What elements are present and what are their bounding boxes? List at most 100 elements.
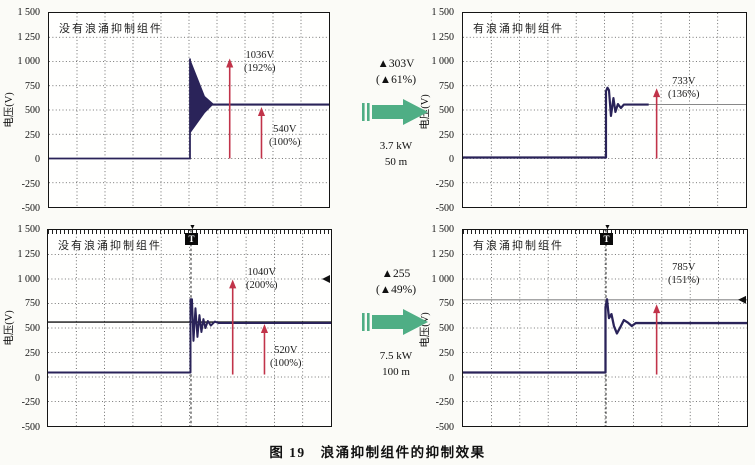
y-tick-label: 0: [449, 154, 454, 165]
y-tick-label: 1 500: [431, 224, 455, 235]
annotation-peak-value: 785V: [672, 262, 696, 273]
edge-cursor-arrow-icon: [322, 275, 331, 283]
y-tick-label: -500: [21, 422, 40, 433]
chart-no-suppressor-bottom: 没有浪涌抑制组件 ▼ T 1040V (200%) 520V (100%): [47, 224, 332, 427]
annotation-peak: 785V (151%): [668, 261, 700, 287]
y-tick-label: -250: [435, 397, 454, 409]
delta-text: ▲255 (▲49%): [330, 266, 462, 298]
y-axis-ticks: 1 500 1 250 1 000 750 500 250 0 -250 -500: [414, 224, 458, 433]
y-tick-label: 500: [439, 323, 454, 334]
annotation-peak-value: 1040V: [247, 267, 277, 278]
trace: [463, 298, 747, 374]
y-tick-label: 1 250: [17, 248, 41, 260]
y-axis-ticks: 1 500 1 250 1 000 750 500 250 0 -250 -500: [414, 7, 458, 214]
trace: [48, 298, 331, 374]
y-tick-label: 500: [439, 105, 454, 116]
y-tick-label: 0: [35, 154, 40, 165]
y-tick-label: 1 250: [431, 248, 455, 260]
annotation-steady-percent: (100%): [270, 358, 302, 370]
y-tick-label: 250: [25, 129, 40, 141]
trigger-marker: T: [185, 233, 198, 245]
delta-value: ▲255: [381, 268, 411, 280]
green-arrow-icon: [330, 307, 462, 342]
measure-arrow-peak: [229, 279, 237, 375]
top-ruler-ticks: [48, 230, 331, 234]
measure-arrow-peak: [226, 58, 234, 159]
y-tick-label: 250: [439, 347, 454, 359]
y-tick-label: 1 000: [431, 273, 455, 285]
chart-title: 有浪涌抑制组件: [473, 240, 564, 252]
delta-value: ▲303V: [377, 58, 415, 70]
chart-no-suppressor-top: 没有浪涌抑制组件 1036V (192%) 540V (100%): [48, 12, 330, 208]
chart-with-suppressor-bottom: 有浪涌抑制组件 ▼ T 785V (151%): [462, 224, 748, 427]
cable-length: 50 m: [384, 156, 408, 169]
y-tick-label: 500: [25, 323, 40, 334]
annotation-peak: 1036V (192%): [244, 49, 276, 75]
measure-arrow-steady: [260, 324, 269, 375]
transition-block-bottom: ▲255 (▲49%) 7.5 kW 100 m: [330, 266, 462, 381]
power-value: 7.5 kW: [379, 350, 413, 363]
green-arrow-icon: [330, 97, 462, 132]
trigger-down-arrow-icon: ▼: [604, 223, 611, 231]
y-axis-ticks: 1 500 1 250 1 000 750 500 250 0 -250 -500: [0, 7, 44, 214]
top-ruler-ticks: [463, 230, 747, 234]
annotation-peak: 733V (136%): [668, 75, 700, 101]
annotation-steady: 520V (100%): [270, 344, 302, 370]
y-tick-label: -250: [435, 178, 454, 190]
power-value: 3.7 kW: [379, 140, 413, 153]
chart-title: 没有浪涌抑制组件: [59, 23, 163, 35]
y-tick-label: 1 000: [17, 273, 41, 285]
y-tick-label: -250: [21, 178, 40, 190]
chart-canvas: [48, 230, 331, 426]
y-tick-label: 1 000: [431, 56, 455, 67]
chart-canvas: [49, 13, 329, 207]
load-condition: 7.5 kW 100 m: [330, 349, 462, 381]
cable-length: 100 m: [382, 366, 410, 379]
annotation-steady-value: 520V: [274, 345, 298, 356]
figure-caption: 图 19 浪涌抑制组件的抑制效果: [269, 445, 486, 460]
y-tick-label: 750: [439, 80, 454, 92]
y-tick-label: 0: [35, 372, 40, 384]
delta-percent: (▲61%): [375, 74, 417, 87]
annotation-peak-value: 1036V: [245, 50, 275, 61]
y-tick-label: 250: [25, 347, 40, 359]
trigger-down-arrow-icon: ▼: [189, 223, 196, 231]
annotation-steady-value: 540V: [273, 124, 297, 135]
annotation-peak-percent: (136%): [668, 89, 700, 101]
chart-title: 没有浪涌抑制组件: [58, 240, 162, 252]
measure-arrow-peak: [653, 304, 661, 375]
y-tick-label: 1 500: [17, 7, 41, 18]
y-tick-label: 1 500: [17, 224, 41, 235]
delta-text: ▲303V (▲61%): [330, 56, 462, 88]
y-tick-label: 750: [25, 298, 40, 310]
trace-surge-burst: [189, 58, 214, 134]
annotation-peak-percent: (200%): [246, 280, 278, 292]
y-tick-label: -500: [21, 203, 40, 214]
annotation-peak-value: 733V: [672, 76, 696, 87]
y-tick-label: -500: [435, 203, 454, 214]
trigger-marker: T: [600, 233, 613, 245]
grid-lines: [463, 230, 747, 426]
edge-cursor-arrow-icon: [738, 295, 747, 304]
y-tick-label: 1 250: [431, 31, 455, 43]
y-tick-label: 250: [439, 129, 454, 141]
annotation-peak: 1040V (200%): [246, 266, 278, 292]
measure-arrow-steady: [257, 107, 266, 159]
chart-canvas: [463, 13, 746, 207]
measure-arrow-peak: [653, 88, 661, 159]
chart-canvas: [463, 230, 747, 426]
annotation-steady-percent: (100%): [269, 137, 301, 149]
y-tick-label: 500: [25, 105, 40, 116]
y-tick-label: -500: [435, 422, 454, 433]
grid-lines: [49, 13, 329, 207]
chart-with-suppressor-top: 有浪涌抑制组件 733V (136%): [462, 12, 747, 208]
grid-lines: [463, 13, 746, 207]
y-tick-label: 0: [449, 372, 454, 384]
y-axis-ticks: 1 500 1 250 1 000 750 500 250 0 -250 -500: [0, 224, 44, 433]
transition-block-top: ▲303V (▲61%) 3.7 kW 50 m: [330, 56, 462, 171]
y-tick-label: 1 500: [431, 7, 455, 18]
y-tick-label: 1 000: [17, 56, 41, 67]
y-tick-label: 1 250: [17, 31, 41, 43]
y-tick-label: -250: [21, 397, 40, 409]
